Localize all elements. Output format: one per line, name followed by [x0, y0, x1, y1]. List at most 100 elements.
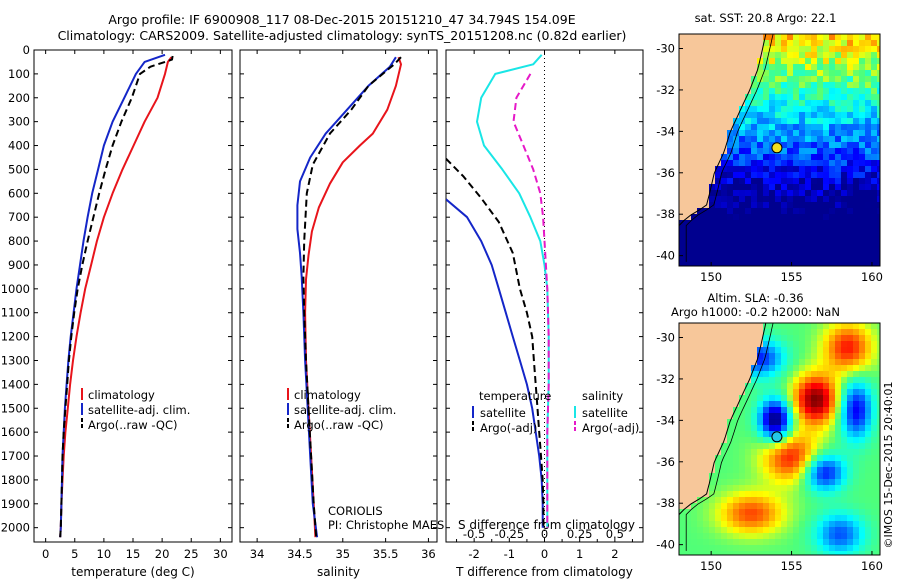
map-cell: [751, 455, 758, 462]
map-cell: [799, 100, 806, 107]
map-cell: [787, 238, 794, 245]
salinity-panel: 34 34.5 35 35.5 36salinityclimatologysatelli…: [239, 49, 444, 579]
map-cell: [703, 250, 710, 257]
map-cell: [835, 521, 842, 528]
map-cell: [829, 232, 836, 239]
map-cell: [781, 383, 788, 390]
map-cell: [757, 232, 764, 239]
map-cell: [865, 551, 872, 555]
map-cell: [757, 359, 764, 366]
map-cell: [835, 100, 842, 107]
map-cell: [715, 521, 722, 528]
map-cell: [823, 196, 830, 203]
map-cell: [763, 148, 770, 155]
map-cell: [685, 256, 692, 263]
map-cell: [739, 449, 746, 456]
map-cell: [829, 250, 836, 257]
map-cell: [853, 40, 860, 47]
y-tick-label: 1700: [1, 449, 30, 463]
map-cell: [751, 383, 758, 390]
map-cell: [805, 262, 812, 266]
map-cell: [817, 82, 824, 89]
map-cell: [787, 419, 794, 426]
map-cell: [781, 244, 788, 251]
map-cell: [697, 226, 704, 233]
map-cell: [811, 196, 818, 203]
map-cell: [829, 130, 836, 137]
map-cell: [805, 208, 812, 215]
map-cell: [841, 148, 848, 155]
map-cell: [763, 419, 770, 426]
map-cell: [739, 443, 746, 450]
map-cell: [853, 329, 860, 336]
map-cell: [769, 341, 776, 348]
map-cell: [769, 220, 776, 227]
map-cell: [877, 220, 880, 227]
map-cell: [871, 34, 878, 41]
map-cell: [709, 232, 716, 239]
map-cell: [805, 46, 812, 53]
map-cell: [787, 395, 794, 402]
map-cell: [787, 341, 794, 348]
map-cell: [691, 539, 698, 546]
map-cell: [853, 160, 860, 167]
map-cell: [877, 497, 880, 504]
map-cell: [823, 148, 830, 155]
map-cell: [811, 335, 818, 342]
map-cell: [763, 455, 770, 462]
map-cell: [859, 521, 866, 528]
map-cell: [871, 250, 878, 257]
map-cell: [787, 467, 794, 474]
map-cell: [781, 178, 788, 185]
map-cell: [859, 383, 866, 390]
map-cell: [805, 238, 812, 245]
map-cell: [877, 118, 880, 125]
map-cell: [835, 214, 842, 221]
map-cell: [823, 142, 830, 149]
map-cell: [871, 58, 878, 65]
map-cell: [859, 100, 866, 107]
map-cell: [811, 58, 818, 65]
map-cell: [877, 178, 880, 185]
map-cell: [865, 365, 872, 372]
map-cell: [799, 443, 806, 450]
map-cell: [781, 118, 788, 125]
map-cell: [871, 515, 878, 522]
map-cell: [865, 196, 872, 203]
x-tick-label: 34: [250, 547, 265, 561]
map-cell: [793, 449, 800, 456]
map-cell: [787, 365, 794, 372]
map-cell: [847, 359, 854, 366]
map-cell: [877, 172, 880, 179]
map-cell: [679, 226, 686, 233]
map-cell: [817, 431, 824, 438]
map-cell: [829, 443, 836, 450]
coastline: [679, 323, 767, 551]
map-cell: [757, 485, 764, 492]
map-cell: [763, 353, 770, 360]
map-cell: [775, 515, 782, 522]
map-cell: [733, 190, 740, 197]
map-cell: [769, 473, 776, 480]
map-cell: [877, 323, 880, 330]
map-cell: [745, 491, 752, 498]
map-cell: [829, 202, 836, 209]
map-cell: [811, 347, 818, 354]
map-cell: [871, 94, 878, 101]
map-cell: [751, 467, 758, 474]
map-cell: [829, 401, 836, 408]
map-cell: [763, 335, 770, 342]
map-cell: [793, 353, 800, 360]
map-cell: [835, 118, 842, 125]
map-cell: [811, 371, 818, 378]
map-cell: [847, 401, 854, 408]
map-cell: [829, 142, 836, 149]
map-cell: [793, 118, 800, 125]
map-cell: [769, 118, 776, 125]
legend-label: climatology: [88, 388, 155, 402]
map-cell: [859, 88, 866, 95]
map-cell: [799, 244, 806, 251]
map-cell: [781, 112, 788, 119]
map-cell: [823, 383, 830, 390]
map-cell: [871, 509, 878, 516]
